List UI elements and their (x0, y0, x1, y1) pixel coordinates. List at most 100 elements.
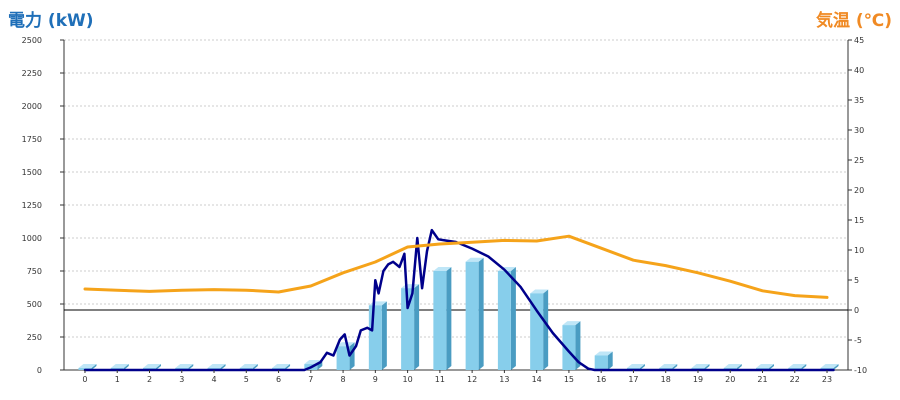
x-tick-label: 14 (532, 375, 542, 384)
x-tick-label: 13 (499, 375, 509, 384)
x-tick-label: 15 (564, 375, 574, 384)
x-tick-label: 7 (308, 375, 313, 384)
bar-top (239, 364, 258, 369)
bar (401, 288, 415, 370)
left-tick-label: 1500 (22, 168, 42, 177)
x-tick-label: 5 (244, 375, 249, 384)
left-tick-label: 2000 (22, 102, 42, 111)
bar-side (91, 364, 97, 370)
bar (594, 355, 608, 370)
right-tick-label: 30 (854, 126, 864, 135)
bar-side (252, 364, 258, 370)
bar-top (659, 364, 678, 369)
bar (433, 271, 447, 370)
temperature-line (83, 234, 829, 299)
bar-side (478, 257, 484, 370)
bar-side (510, 267, 516, 370)
bar-side (833, 364, 839, 370)
bar (562, 325, 576, 370)
bar-side (285, 364, 291, 370)
bar-side (672, 364, 678, 370)
bar-top (530, 289, 549, 294)
bar-top (594, 351, 613, 356)
bar (368, 305, 382, 370)
right-tick-label: 25 (854, 156, 864, 165)
bar-side (188, 364, 194, 370)
bar-top (78, 364, 97, 369)
x-tick-label: 12 (467, 375, 477, 384)
bar-side (639, 364, 645, 370)
bar-top (691, 364, 710, 369)
right-tick-label: -10 (854, 366, 867, 375)
bar-side (769, 364, 775, 370)
left-tick-label: 1250 (22, 201, 42, 210)
x-tick-label: 16 (596, 375, 606, 384)
left-tick-label: 0 (37, 366, 42, 375)
bar-top (142, 364, 161, 369)
bar (497, 271, 511, 370)
x-tick-label: 19 (693, 375, 703, 384)
bar-side (736, 364, 742, 370)
bar-top (756, 364, 775, 369)
right-tick-label: 35 (854, 96, 864, 105)
bar-side (446, 267, 452, 370)
bar-side (381, 301, 387, 370)
x-tick-label: 10 (403, 375, 413, 384)
left-tick-label: 500 (27, 300, 42, 309)
x-tick-label: 18 (661, 375, 671, 384)
bar-side (123, 364, 129, 370)
x-tick-label: 6 (276, 375, 281, 384)
bar-side (414, 284, 420, 370)
bar-top (465, 257, 484, 262)
x-tick-label: 8 (341, 375, 346, 384)
left-tick-label: 2500 (22, 36, 42, 45)
bar-top (820, 364, 839, 369)
power-line (83, 228, 835, 372)
bar-top (175, 364, 194, 369)
x-tick-label: 22 (790, 375, 800, 384)
bar-top (562, 321, 581, 326)
x-tick-label: 1 (115, 375, 120, 384)
x-tick-label: 4 (211, 375, 216, 384)
bar-top (788, 364, 807, 369)
left-tick-label: 1750 (22, 135, 42, 144)
bar-top (336, 342, 355, 347)
x-tick-label: 23 (822, 375, 832, 384)
right-axis-title: 気温 (℃) (815, 11, 892, 31)
bar-top (433, 267, 452, 271)
right-tick-label: -5 (854, 336, 862, 345)
bar-top (110, 364, 129, 369)
bar-top (626, 364, 645, 369)
x-tick-label: 11 (435, 375, 445, 384)
x-tick-label: 17 (628, 375, 638, 384)
x-tick-label: 2 (147, 375, 152, 384)
left-axis-title: 電力 (kW) (8, 11, 94, 31)
x-tick-label: 9 (373, 375, 378, 384)
bar-side (704, 364, 710, 370)
right-tick-label: 15 (854, 216, 864, 225)
left-tick-label: 250 (27, 333, 42, 342)
right-tick-label: 5 (854, 276, 859, 285)
bar-side (801, 364, 807, 370)
bar (336, 346, 350, 370)
x-tick-label: 20 (725, 375, 735, 384)
bar-side (155, 364, 161, 370)
x-tick-label: 0 (82, 375, 87, 384)
right-tick-label: 45 (854, 36, 864, 45)
bar-top (723, 364, 742, 369)
bar-side (543, 289, 549, 370)
x-tick-label: 21 (757, 375, 767, 384)
left-tick-label: 2250 (22, 69, 42, 78)
left-tick-label: 750 (27, 267, 42, 276)
left-tick-label: 1000 (22, 234, 42, 243)
x-tick-label: 3 (179, 375, 184, 384)
bar-side (607, 351, 613, 370)
right-tick-label: 20 (854, 186, 864, 195)
bar-side (575, 321, 581, 370)
right-tick-label: 10 (854, 246, 864, 255)
bar (530, 293, 544, 370)
right-tick-label: 40 (854, 66, 864, 75)
bar-top (272, 364, 291, 369)
bar-top (207, 364, 226, 369)
